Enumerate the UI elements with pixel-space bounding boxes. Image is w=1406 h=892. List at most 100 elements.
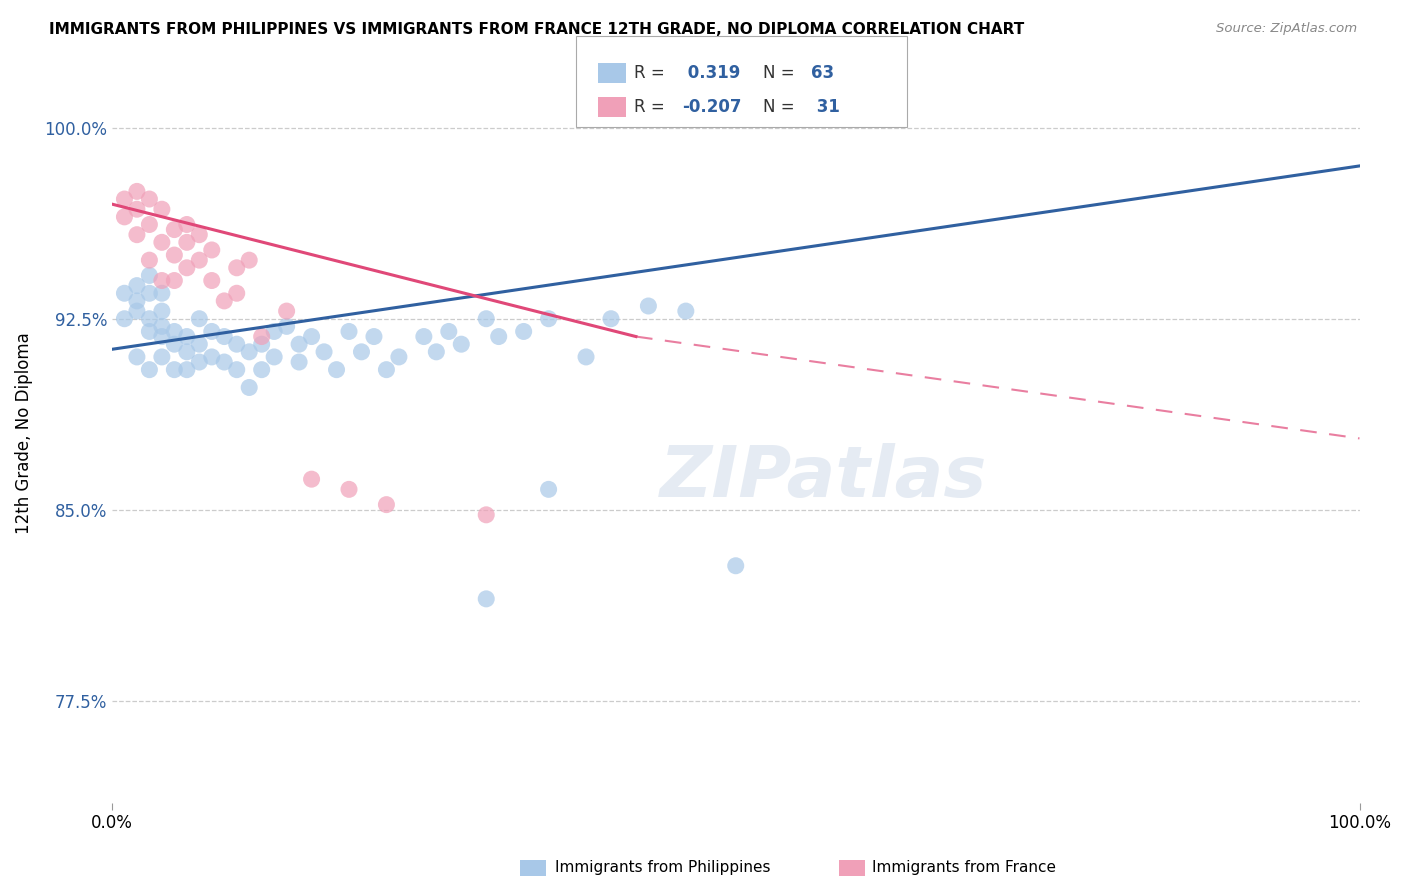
Point [163,273,186,287]
Point [188,311,211,326]
Point [425,344,447,359]
Text: 31: 31 [811,98,841,116]
Point [138,325,160,339]
Text: 0.319: 0.319 [682,64,741,82]
Point [201,273,224,287]
Point [412,329,434,343]
Point [375,362,398,376]
Point [201,243,224,257]
Text: N =: N = [763,98,794,116]
Point [575,350,598,364]
Point [312,344,335,359]
Point [288,355,311,369]
Point [225,362,247,376]
Point [238,380,260,394]
Point [225,260,247,275]
Point [301,329,323,343]
Point [512,325,534,339]
Y-axis label: 12th Grade, No Diploma: 12th Grade, No Diploma [15,333,32,534]
Point [350,344,373,359]
Point [188,253,211,268]
Point [125,350,148,364]
Point [176,218,198,232]
Point [176,235,198,250]
Point [238,253,260,268]
Point [150,273,173,287]
Point [375,498,398,512]
Point [537,483,560,497]
Text: IMMIGRANTS FROM PHILIPPINES VS IMMIGRANTS FROM FRANCE 12TH GRADE, NO DIPLOMA COR: IMMIGRANTS FROM PHILIPPINES VS IMMIGRANT… [49,22,1025,37]
Point [337,325,360,339]
Text: Source: ZipAtlas.com: Source: ZipAtlas.com [1216,22,1357,36]
Point [263,350,285,364]
Point [150,202,173,217]
Point [114,311,136,326]
Point [114,192,136,206]
Point [212,329,235,343]
Point [600,311,623,326]
Point [138,253,160,268]
Point [138,311,160,326]
Point [488,329,510,343]
Point [301,472,323,486]
Point [138,192,160,206]
Text: R =: R = [634,64,665,82]
Point [363,329,385,343]
Point [138,362,160,376]
Point [125,293,148,308]
Point [450,337,472,351]
Point [138,218,160,232]
Point [250,329,273,343]
Point [176,260,198,275]
Point [250,337,273,351]
Point [150,319,173,334]
Point [125,202,148,217]
Point [163,362,186,376]
Point [325,362,347,376]
Text: Immigrants from France: Immigrants from France [872,860,1056,874]
Point [201,350,224,364]
Point [150,329,173,343]
Point [263,325,285,339]
Point [675,304,697,318]
Point [163,222,186,236]
Point [475,311,498,326]
Point [212,355,235,369]
Point [150,235,173,250]
Point [276,304,298,318]
Point [225,286,247,301]
Point [537,311,560,326]
Point [188,355,211,369]
Point [163,337,186,351]
Point [125,278,148,293]
Point [114,286,136,301]
Point [176,329,198,343]
Text: Immigrants from Philippines: Immigrants from Philippines [555,860,770,874]
Point [163,325,186,339]
Point [212,293,235,308]
Text: N =: N = [763,64,794,82]
Point [176,344,198,359]
Point [475,591,498,606]
Point [176,362,198,376]
Text: R =: R = [634,98,665,116]
Point [163,248,186,262]
Point [125,185,148,199]
Point [250,362,273,376]
Point [637,299,659,313]
Point [388,350,411,364]
Point [138,268,160,283]
Point [150,304,173,318]
Point [150,350,173,364]
Point [475,508,498,522]
Point [114,210,136,224]
Text: ZIPatlas: ZIPatlas [659,443,987,512]
Point [188,227,211,242]
Point [150,286,173,301]
Point [437,325,460,339]
Point [288,337,311,351]
Point [225,337,247,351]
Point [238,344,260,359]
Text: 63: 63 [811,64,834,82]
Point [125,227,148,242]
